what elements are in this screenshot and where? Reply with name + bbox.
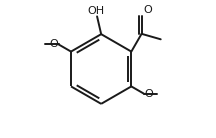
Text: O: O [145, 89, 153, 99]
Text: O: O [49, 39, 58, 49]
Text: O: O [143, 5, 152, 15]
Text: OH: OH [87, 6, 104, 16]
